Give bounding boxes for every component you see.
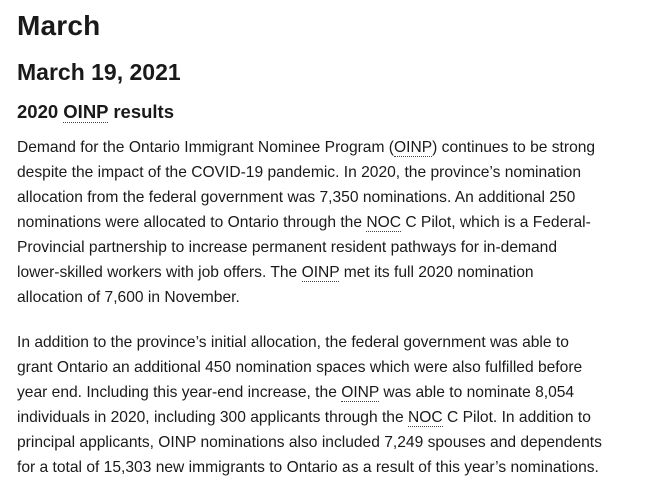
heading-text: results	[108, 101, 175, 122]
text-line: grant Ontario an additional 450 nominati…	[17, 355, 602, 380]
abbr-noc[interactable]: NOC	[366, 214, 401, 232]
abbr-oinp[interactable]: OINP	[341, 384, 380, 402]
text: grant Ontario an additional 450 nominati…	[17, 359, 583, 376]
text-line: Demand for the Ontario Immigrant Nominee…	[17, 135, 595, 160]
text-line: In addition to the province’s initial al…	[17, 330, 602, 355]
abbr-oinp[interactable]: OINP	[394, 139, 433, 157]
text-line: for a total of 15,303 new immigrants to …	[17, 455, 602, 480]
text-line: year end. Including this year-end increa…	[17, 380, 602, 405]
text-line: nominations were allocated to Ontario th…	[17, 210, 595, 235]
abbr-oinp[interactable]: OINP	[301, 264, 340, 282]
text: Provincial partnership to increase perma…	[17, 239, 558, 256]
text: individuals in 2020, including 300 appli…	[17, 409, 408, 426]
text: despite the impact of the COVID-19 pande…	[17, 164, 582, 181]
text-line: individuals in 2020, including 300 appli…	[17, 405, 602, 430]
text-line: despite the impact of the COVID-19 pande…	[17, 160, 595, 185]
text: was able to nominate 8,054	[379, 384, 575, 401]
text: In addition to the province’s initial al…	[17, 334, 569, 351]
text: C Pilot. In addition to	[442, 409, 591, 426]
text-line: lower-skilled workers with job offers. T…	[17, 260, 595, 285]
text: C Pilot, which is a Federal-	[401, 214, 591, 231]
text: Demand for the Ontario Immigrant Nominee…	[17, 139, 394, 156]
paragraph-2: In addition to the province’s initial al…	[17, 330, 602, 480]
heading-text: 2020	[17, 101, 64, 122]
date-heading: March 19, 2021	[17, 59, 181, 85]
text-line: Provincial partnership to increase perma…	[17, 235, 595, 260]
text: year end. Including this year-end increa…	[17, 384, 342, 401]
text: allocation of 7,600 in November.	[17, 289, 240, 306]
text: allocation from the federal government w…	[17, 189, 576, 206]
text: lower-skilled workers with job offers. T…	[17, 264, 302, 281]
text: principal applicants, OINP nominations a…	[17, 434, 602, 451]
section-heading: 2020 OINP results	[17, 101, 174, 123]
text-line: allocation from the federal government w…	[17, 185, 595, 210]
text: met its full 2020 nomination	[339, 264, 534, 281]
text: ) continues to be strong	[432, 139, 596, 156]
paragraph-1: Demand for the Ontario Immigrant Nominee…	[17, 135, 595, 310]
text: for a total of 15,303 new immigrants to …	[17, 459, 599, 476]
text: nominations were allocated to Ontario th…	[17, 214, 367, 231]
abbr-noc[interactable]: NOC	[408, 409, 443, 427]
text-line: principal applicants, OINP nominations a…	[17, 430, 602, 455]
month-heading: March	[17, 10, 101, 41]
text-line: allocation of 7,600 in November.	[17, 285, 595, 310]
abbr-oinp[interactable]: OINP	[63, 101, 109, 123]
